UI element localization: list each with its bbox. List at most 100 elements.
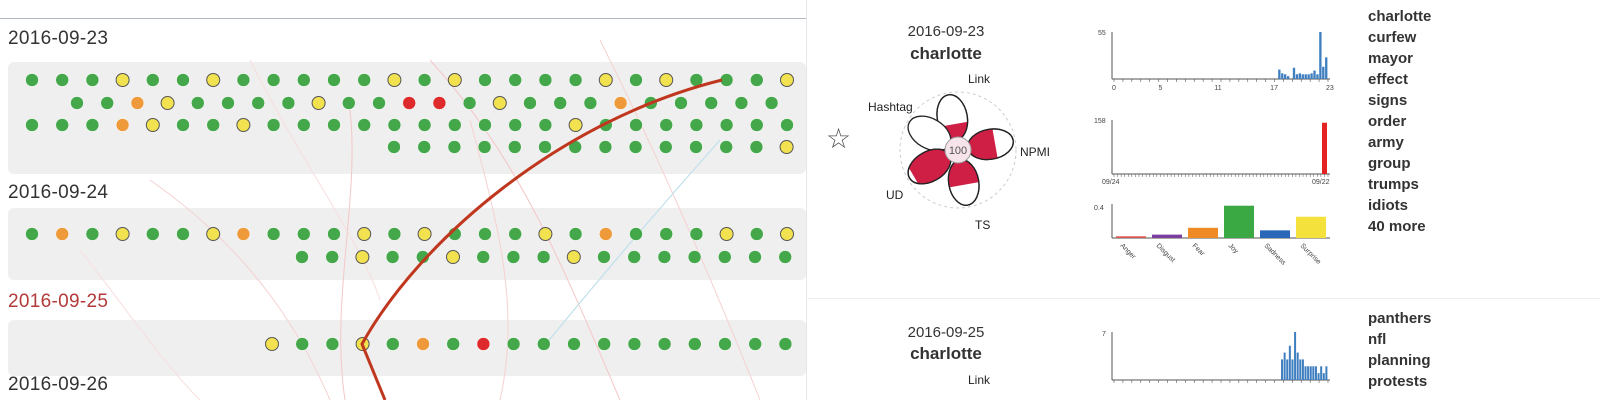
- topic-dot[interactable]: [295, 250, 309, 264]
- topic-dot[interactable]: [357, 73, 371, 87]
- topic-dot[interactable]: [176, 73, 190, 87]
- topic-dot[interactable]: [355, 250, 370, 264]
- keyword-item[interactable]: protests: [1368, 373, 1428, 390]
- keyword-item[interactable]: 40 more: [1368, 218, 1426, 235]
- keyword-item[interactable]: order: [1368, 113, 1407, 130]
- topic-dot[interactable]: [236, 73, 251, 87]
- topic-dot[interactable]: [778, 337, 793, 351]
- trend-curve[interactable]: [0, 0, 806, 400]
- topic-dot[interactable]: [416, 337, 430, 351]
- topic-dot[interactable]: [325, 250, 339, 264]
- topic-dot[interactable]: [402, 96, 416, 110]
- topic-dot[interactable]: [432, 96, 447, 110]
- topic-dot[interactable]: [191, 96, 205, 110]
- topic-dot[interactable]: [70, 96, 84, 110]
- date-label-2016-09-24[interactable]: 2016-09-24: [8, 182, 109, 203]
- topic-dot[interactable]: [719, 118, 734, 132]
- topic-dot[interactable]: [447, 140, 462, 154]
- topic-dot[interactable]: [297, 118, 311, 132]
- topic-dot[interactable]: [297, 73, 311, 87]
- topic-dot[interactable]: [85, 227, 100, 241]
- topic-dot[interactable]: [566, 250, 581, 264]
- topic-dot[interactable]: [478, 73, 492, 87]
- topic-dot[interactable]: [265, 337, 279, 351]
- topic-dot[interactable]: [55, 73, 69, 87]
- topic-dot[interactable]: [478, 118, 492, 132]
- topic-dot[interactable]: [55, 227, 69, 241]
- topic-dot[interactable]: [719, 227, 734, 241]
- topic-dot[interactable]: [689, 118, 704, 132]
- topic-dot[interactable]: [417, 118, 432, 132]
- daily-volume-chart[interactable]: 158 09/24 09/22: [1090, 112, 1330, 187]
- topic-dot[interactable]: [779, 140, 794, 154]
- glyph-petal-npmi[interactable]: [965, 126, 1016, 164]
- topic-dot[interactable]: [749, 140, 764, 154]
- topic-dot[interactable]: [750, 227, 764, 241]
- topic-dot[interactable]: [719, 140, 733, 154]
- topic-dot[interactable]: [629, 118, 643, 132]
- topic-dot[interactable]: [145, 118, 160, 132]
- topic-dot[interactable]: [55, 118, 69, 132]
- day-group-2016-09-24[interactable]: [8, 208, 806, 280]
- topic-dot[interactable]: [628, 140, 643, 154]
- topic-dot[interactable]: [553, 96, 567, 110]
- keyword-item[interactable]: effect: [1368, 71, 1409, 88]
- topic-dot[interactable]: [718, 250, 732, 264]
- topic-dot[interactable]: [236, 118, 251, 132]
- topic-dot[interactable]: [659, 73, 674, 87]
- topic-dot[interactable]: [387, 140, 401, 154]
- topic-dot[interactable]: [325, 337, 340, 351]
- topic-dot[interactable]: [748, 250, 762, 264]
- topic-dot[interactable]: [568, 118, 583, 132]
- topic-dot[interactable]: [266, 73, 281, 87]
- keyword-item[interactable]: mayor: [1368, 50, 1414, 67]
- topic-dot[interactable]: [629, 73, 643, 87]
- topic-dot[interactable]: [417, 227, 432, 241]
- topic-dot[interactable]: [567, 337, 581, 351]
- topic-dot[interactable]: [221, 96, 235, 110]
- keyword-item[interactable]: panthers: [1368, 310, 1432, 327]
- keyword-item[interactable]: group: [1368, 155, 1411, 172]
- keyword-item[interactable]: planning: [1368, 352, 1431, 369]
- topic-dot[interactable]: [297, 227, 311, 241]
- topic-dot[interactable]: [327, 73, 341, 87]
- topic-dot[interactable]: [780, 118, 794, 132]
- topic-dot[interactable]: [492, 96, 507, 110]
- keyword-item[interactable]: charlotte: [1368, 8, 1432, 25]
- topic-dot[interactable]: [176, 227, 190, 241]
- topic-dot[interactable]: [568, 227, 583, 241]
- topic-dot[interactable]: [506, 337, 521, 351]
- topic-dot[interactable]: [357, 227, 372, 241]
- topic-dot[interactable]: [476, 337, 491, 351]
- topic-dot[interactable]: [597, 337, 611, 351]
- topic-dot[interactable]: [206, 227, 221, 241]
- topic-dot[interactable]: [477, 140, 492, 154]
- topic-dot[interactable]: [446, 250, 460, 264]
- keyword-item[interactable]: signs: [1368, 92, 1408, 109]
- emotion-bar-chart[interactable]: 0.4 Anger Disgust Fear Joy Sadness Surprise: [1090, 196, 1330, 296]
- topic-dot[interactable]: [583, 96, 598, 110]
- topic-dot[interactable]: [25, 227, 39, 241]
- topic-dot[interactable]: [417, 73, 432, 87]
- topic-dot[interactable]: [780, 227, 794, 241]
- topic-dot[interactable]: [764, 96, 779, 110]
- topic-dot[interactable]: [750, 118, 764, 132]
- topic-dot[interactable]: [372, 96, 386, 110]
- topic-dot[interactable]: [568, 73, 583, 87]
- topic-dot[interactable]: [506, 250, 521, 264]
- topic-dot[interactable]: [613, 96, 628, 110]
- topic-dot[interactable]: [385, 250, 400, 264]
- topic-dot[interactable]: [387, 73, 402, 87]
- topic-dot[interactable]: [748, 337, 762, 351]
- topic-dot[interactable]: [327, 118, 341, 132]
- topic-dot[interactable]: [688, 337, 702, 351]
- topic-dot[interactable]: [446, 337, 460, 351]
- topic-dot[interactable]: [387, 118, 402, 132]
- topic-dot[interactable]: [629, 227, 643, 241]
- topic-dot[interactable]: [448, 118, 462, 132]
- metric-flower-glyph[interactable]: 100: [866, 66, 1096, 236]
- topic-dot[interactable]: [598, 73, 613, 87]
- topic-dot[interactable]: [85, 118, 100, 132]
- topic-dot[interactable]: [25, 73, 39, 87]
- topic-dot[interactable]: [146, 227, 160, 241]
